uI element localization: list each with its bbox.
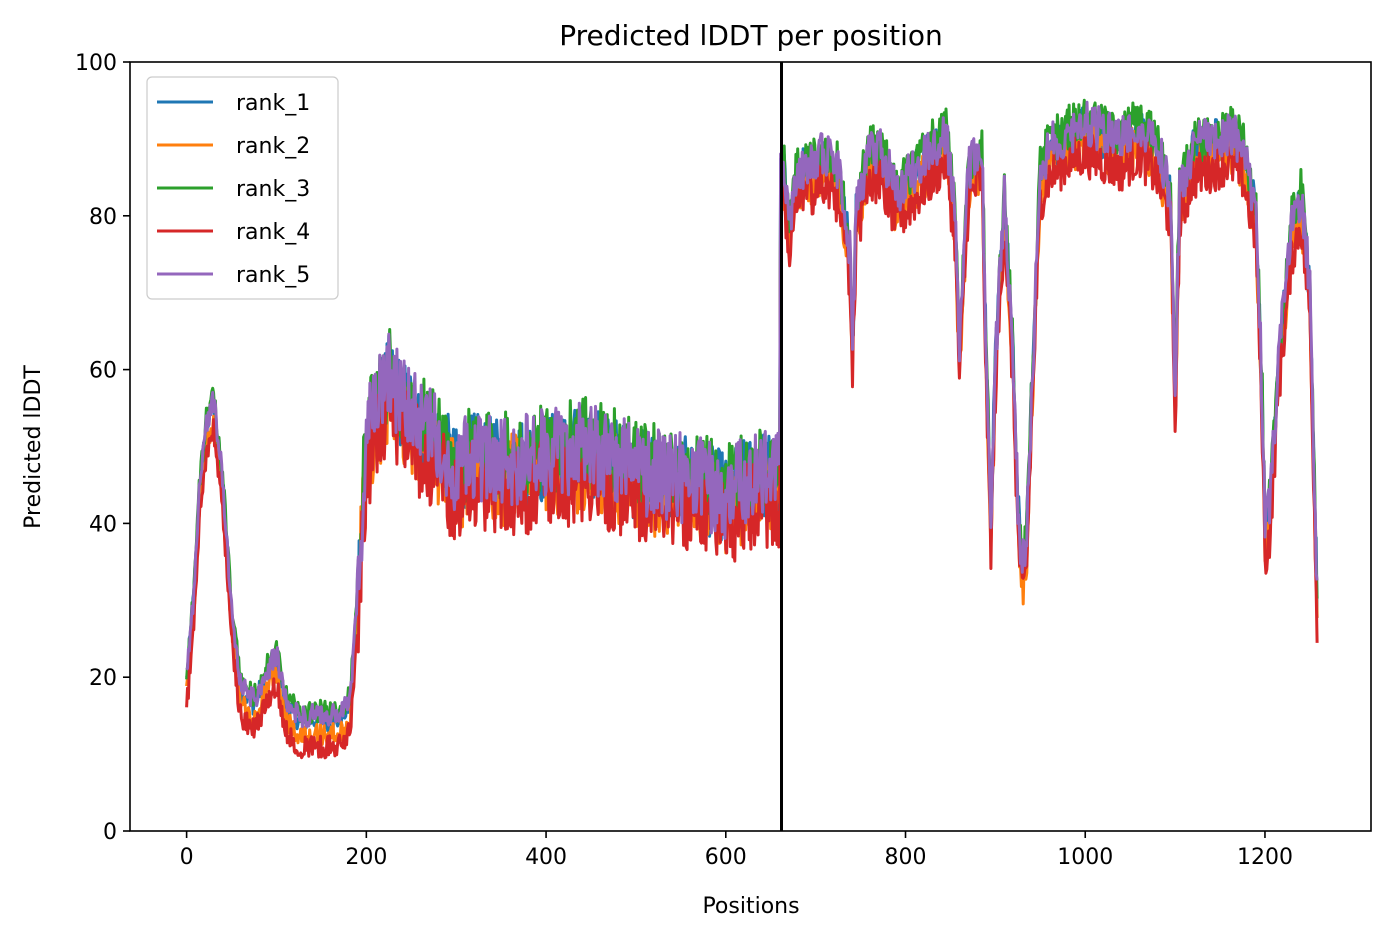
x-tick-label: 1000 [1057,845,1113,870]
legend-label: rank_4 [236,220,310,245]
legend-label: rank_2 [236,134,310,159]
x-tick-label: 800 [885,845,927,870]
y-tick-label: 0 [103,820,117,845]
legend: rank_1 rank_2 rank_3 rank_4 rank_5 [146,76,339,300]
legend-label: rank_3 [236,177,310,202]
y-tick-label: 80 [89,205,117,230]
y-tick-label: 100 [75,51,117,76]
series-layer [185,98,1319,760]
x-tick-label: 0 [180,845,194,870]
chart-title: Predicted lDDT per position [559,19,943,52]
x-tick-label: 400 [525,845,567,870]
series-line-rank_5 [185,100,1319,729]
axes-layer: 0 200 400 600 800 1000 1200 0 20 40 60 80 100 [75,51,1372,870]
x-tick-label: 1200 [1237,845,1293,870]
plot-frame [129,61,1372,832]
x-tick-label: 600 [705,845,747,870]
series-line-rank_4 [185,132,1319,760]
y-axis-label: Predicted lDDT [21,365,46,529]
x-tick-label: 200 [345,845,387,870]
y-tick-label: 20 [89,666,117,691]
series-line-rank_3 [185,98,1319,725]
legend-label: rank_1 [236,91,310,116]
legend-label: rank_5 [236,263,310,288]
x-axis-label: Positions [702,894,799,919]
legend-box [146,76,339,300]
y-tick-label: 60 [89,359,117,384]
y-tick-label: 40 [89,512,117,537]
